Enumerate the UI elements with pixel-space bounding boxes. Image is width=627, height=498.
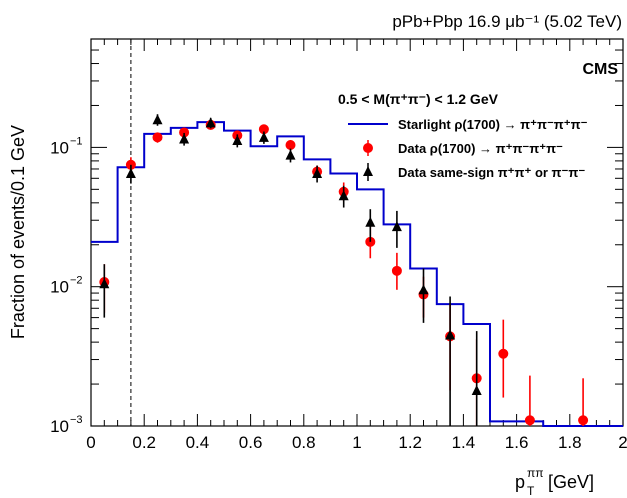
chart-header: pPb+Pbp 16.9 μb⁻¹ (5.02 TeV) [392,12,622,31]
samesign-point [152,114,163,125]
samesign-point [418,284,429,295]
data-point [152,132,163,143]
samesign-point [285,149,296,160]
legend: Starlight ρ(1700) → π⁺π⁻π⁺π⁻ Data ρ(1700… [348,117,588,181]
data-point [391,265,402,276]
svg-text:p: p [515,472,525,492]
samesign-point [205,117,216,128]
samesign-point [99,278,110,289]
y-tick-label: 10 [50,138,69,157]
y-axis-label: Fraction of events/0.1 GeV [8,125,28,339]
x-axis-label-main: p [515,472,525,492]
y-tick-exponent: −2 [70,275,83,287]
x-axis-label-unit: [GeV] [548,472,594,492]
x-tick-label: 0 [86,433,95,452]
samesign-point [445,329,456,340]
y-tick-label: 10 [50,278,69,297]
y-tick-exponent: −1 [70,135,83,147]
legend-data-label: Data ρ(1700) → π⁺π⁻π⁺π⁻ [398,141,563,156]
x-tick-label: 0.2 [132,433,156,452]
samesign-point [258,131,269,142]
legend-data-marker [363,143,373,153]
selection-label: 0.5 < M(π⁺π⁻) < 1.2 GeV [338,91,499,107]
y-axis-ticks: 10−110−210−3 [50,49,623,436]
starlight-histogram [91,121,623,427]
y-tick-label: 10 [50,417,69,436]
samesign-point [391,221,402,232]
x-tick-label: 1.4 [452,433,476,452]
samesign-point [179,133,190,144]
samesign-point [312,167,323,178]
data-point [179,127,190,138]
x-tick-label: 1.6 [505,433,529,452]
x-tick-label: 1 [352,433,361,452]
legend-samesign-label: Data same-sign π⁺π⁺ or π⁻π⁻ [398,165,585,180]
samesign-point [232,135,243,146]
x-tick-label: 0.6 [239,433,263,452]
x-axis-label-sup: ππ [527,466,544,480]
x-tick-label: 1.2 [398,433,422,452]
data-point [578,415,589,426]
data-point [498,348,509,359]
data-point [524,415,535,426]
data-point [285,140,296,151]
x-tick-label: 0.4 [186,433,210,452]
legend-samesign-marker [363,166,373,176]
x-tick-label: 1.8 [558,433,582,452]
samesign-point [338,190,349,201]
series-layer [91,114,623,427]
samesign-point [365,216,376,227]
experiment-label: CMS [582,61,618,78]
x-tick-label: 2 [618,433,627,452]
samesign-point [125,167,136,178]
data-point [258,124,269,135]
legend-starlight-label: Starlight ρ(1700) → π⁺π⁻π⁺π⁻ [398,117,588,132]
x-axis-label: p ππ T [GeV] [515,466,594,498]
x-tick-label: 0.8 [292,433,316,452]
x-axis-label-sub: T [527,484,535,498]
samesign-point [471,384,482,395]
y-tick-exponent: −3 [70,414,83,426]
x-axis-ticks: 0 0.2 0.4 0.6 0.8 1 1.2 1.4 1.6 1.8 2 [86,39,627,452]
